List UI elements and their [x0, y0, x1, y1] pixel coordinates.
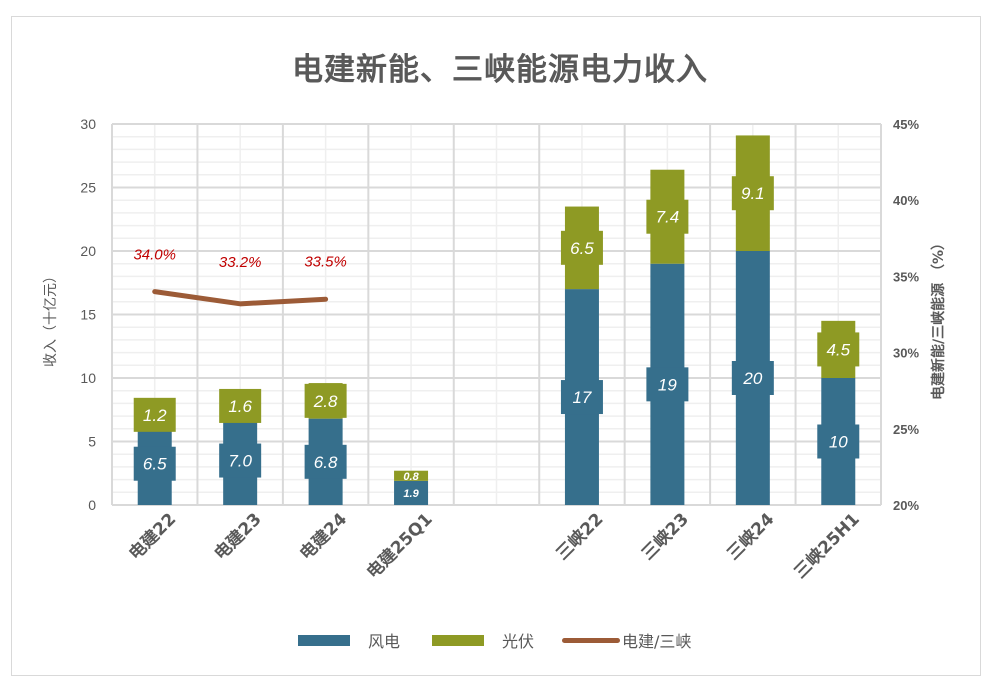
x-tick-label: 电建24	[296, 509, 352, 565]
data-label-box	[646, 199, 689, 234]
bar-solar	[394, 470, 429, 481]
y-right-tick-label: 25%	[893, 422, 919, 437]
data-label-box	[646, 367, 689, 402]
data-label: 17	[572, 388, 591, 407]
y-tick-label: 0	[88, 497, 96, 513]
data-label-box	[133, 446, 176, 481]
y-axis-title: 收入（十亿元）	[43, 269, 59, 367]
x-tick-label: 三峡22	[552, 509, 608, 565]
data-label: 6.5	[143, 455, 167, 474]
data-label: 2.8	[313, 392, 338, 411]
data-label: 0.8	[403, 471, 419, 483]
legend-item-solar[interactable]: 光伏	[432, 628, 534, 652]
data-label-box	[304, 383, 347, 418]
x-tick-label: 三峡24	[723, 509, 779, 565]
x-tick-label: 电建23	[210, 509, 266, 565]
data-label: 6.8	[314, 453, 338, 472]
data-label-box	[133, 397, 176, 432]
data-label: 19	[658, 375, 677, 394]
y-tick-label: 5	[88, 434, 96, 450]
x-tick-label: 电建25Q1	[362, 509, 436, 583]
bar-wind	[394, 480, 429, 505]
data-label-box	[560, 380, 603, 415]
data-label: 7.0	[228, 452, 252, 471]
ratio-data-label: 34.0%	[133, 247, 176, 264]
data-label-box	[304, 444, 347, 479]
x-tick-label: 三峡23	[637, 509, 693, 565]
data-label-box	[731, 361, 774, 395]
legend-label-ratio: 电建/三峡	[622, 632, 692, 651]
data-label: 1.2	[143, 406, 167, 425]
data-label: 1.6	[228, 397, 252, 416]
y-right-tick-label: 30%	[893, 346, 919, 361]
data-label-box	[560, 230, 603, 265]
legend: 风电 光伏 电建/三峡	[0, 628, 1000, 652]
data-label: 20	[742, 369, 762, 388]
y-right-tick-label: 20%	[893, 498, 919, 513]
x-tick-label: 三峡25H1	[790, 509, 864, 583]
ratio-line	[152, 289, 329, 307]
y-right-axis-title: 电建新能/三峡能源 （%）	[930, 236, 947, 400]
legend-label-solar: 光伏	[502, 632, 535, 651]
legend-swatch-wind	[298, 634, 350, 646]
y-tick-label: 25	[80, 180, 96, 196]
y-right-tick-label: 35%	[893, 269, 919, 284]
data-label: 1.9	[403, 488, 419, 500]
ratio-data-label: 33.2%	[219, 254, 262, 271]
y-tick-label: 10	[80, 370, 96, 386]
data-label: 10	[829, 433, 848, 452]
data-label: 6.5	[570, 239, 594, 258]
legend-label-wind: 风电	[368, 632, 401, 651]
data-label-box	[731, 176, 774, 211]
data-label: 7.4	[656, 208, 680, 227]
y-tick-label: 20	[80, 243, 96, 259]
data-label: 4.5	[826, 340, 850, 359]
ratio-data-label: 33.5%	[304, 253, 347, 270]
y-right-tick-label: 45%	[893, 117, 919, 132]
data-label-box	[817, 424, 860, 459]
y-tick-label: 15	[80, 307, 96, 323]
legend-swatch-solar	[432, 634, 484, 646]
data-label-box	[219, 443, 262, 478]
legend-item-ratio[interactable]: 电建/三峡	[562, 628, 691, 652]
chart-title: 电建新能、三峡能源电力收入	[292, 52, 708, 88]
legend-swatch-ratio	[562, 637, 620, 643]
x-tick-label: 电建22	[125, 509, 181, 565]
data-label-box	[817, 332, 860, 367]
data-label-box	[219, 388, 262, 423]
data-label: 9.1	[741, 184, 765, 203]
legend-item-wind[interactable]: 风电	[298, 628, 400, 652]
y-tick-label: 30	[80, 116, 96, 132]
y-right-tick-label: 40%	[893, 193, 919, 208]
